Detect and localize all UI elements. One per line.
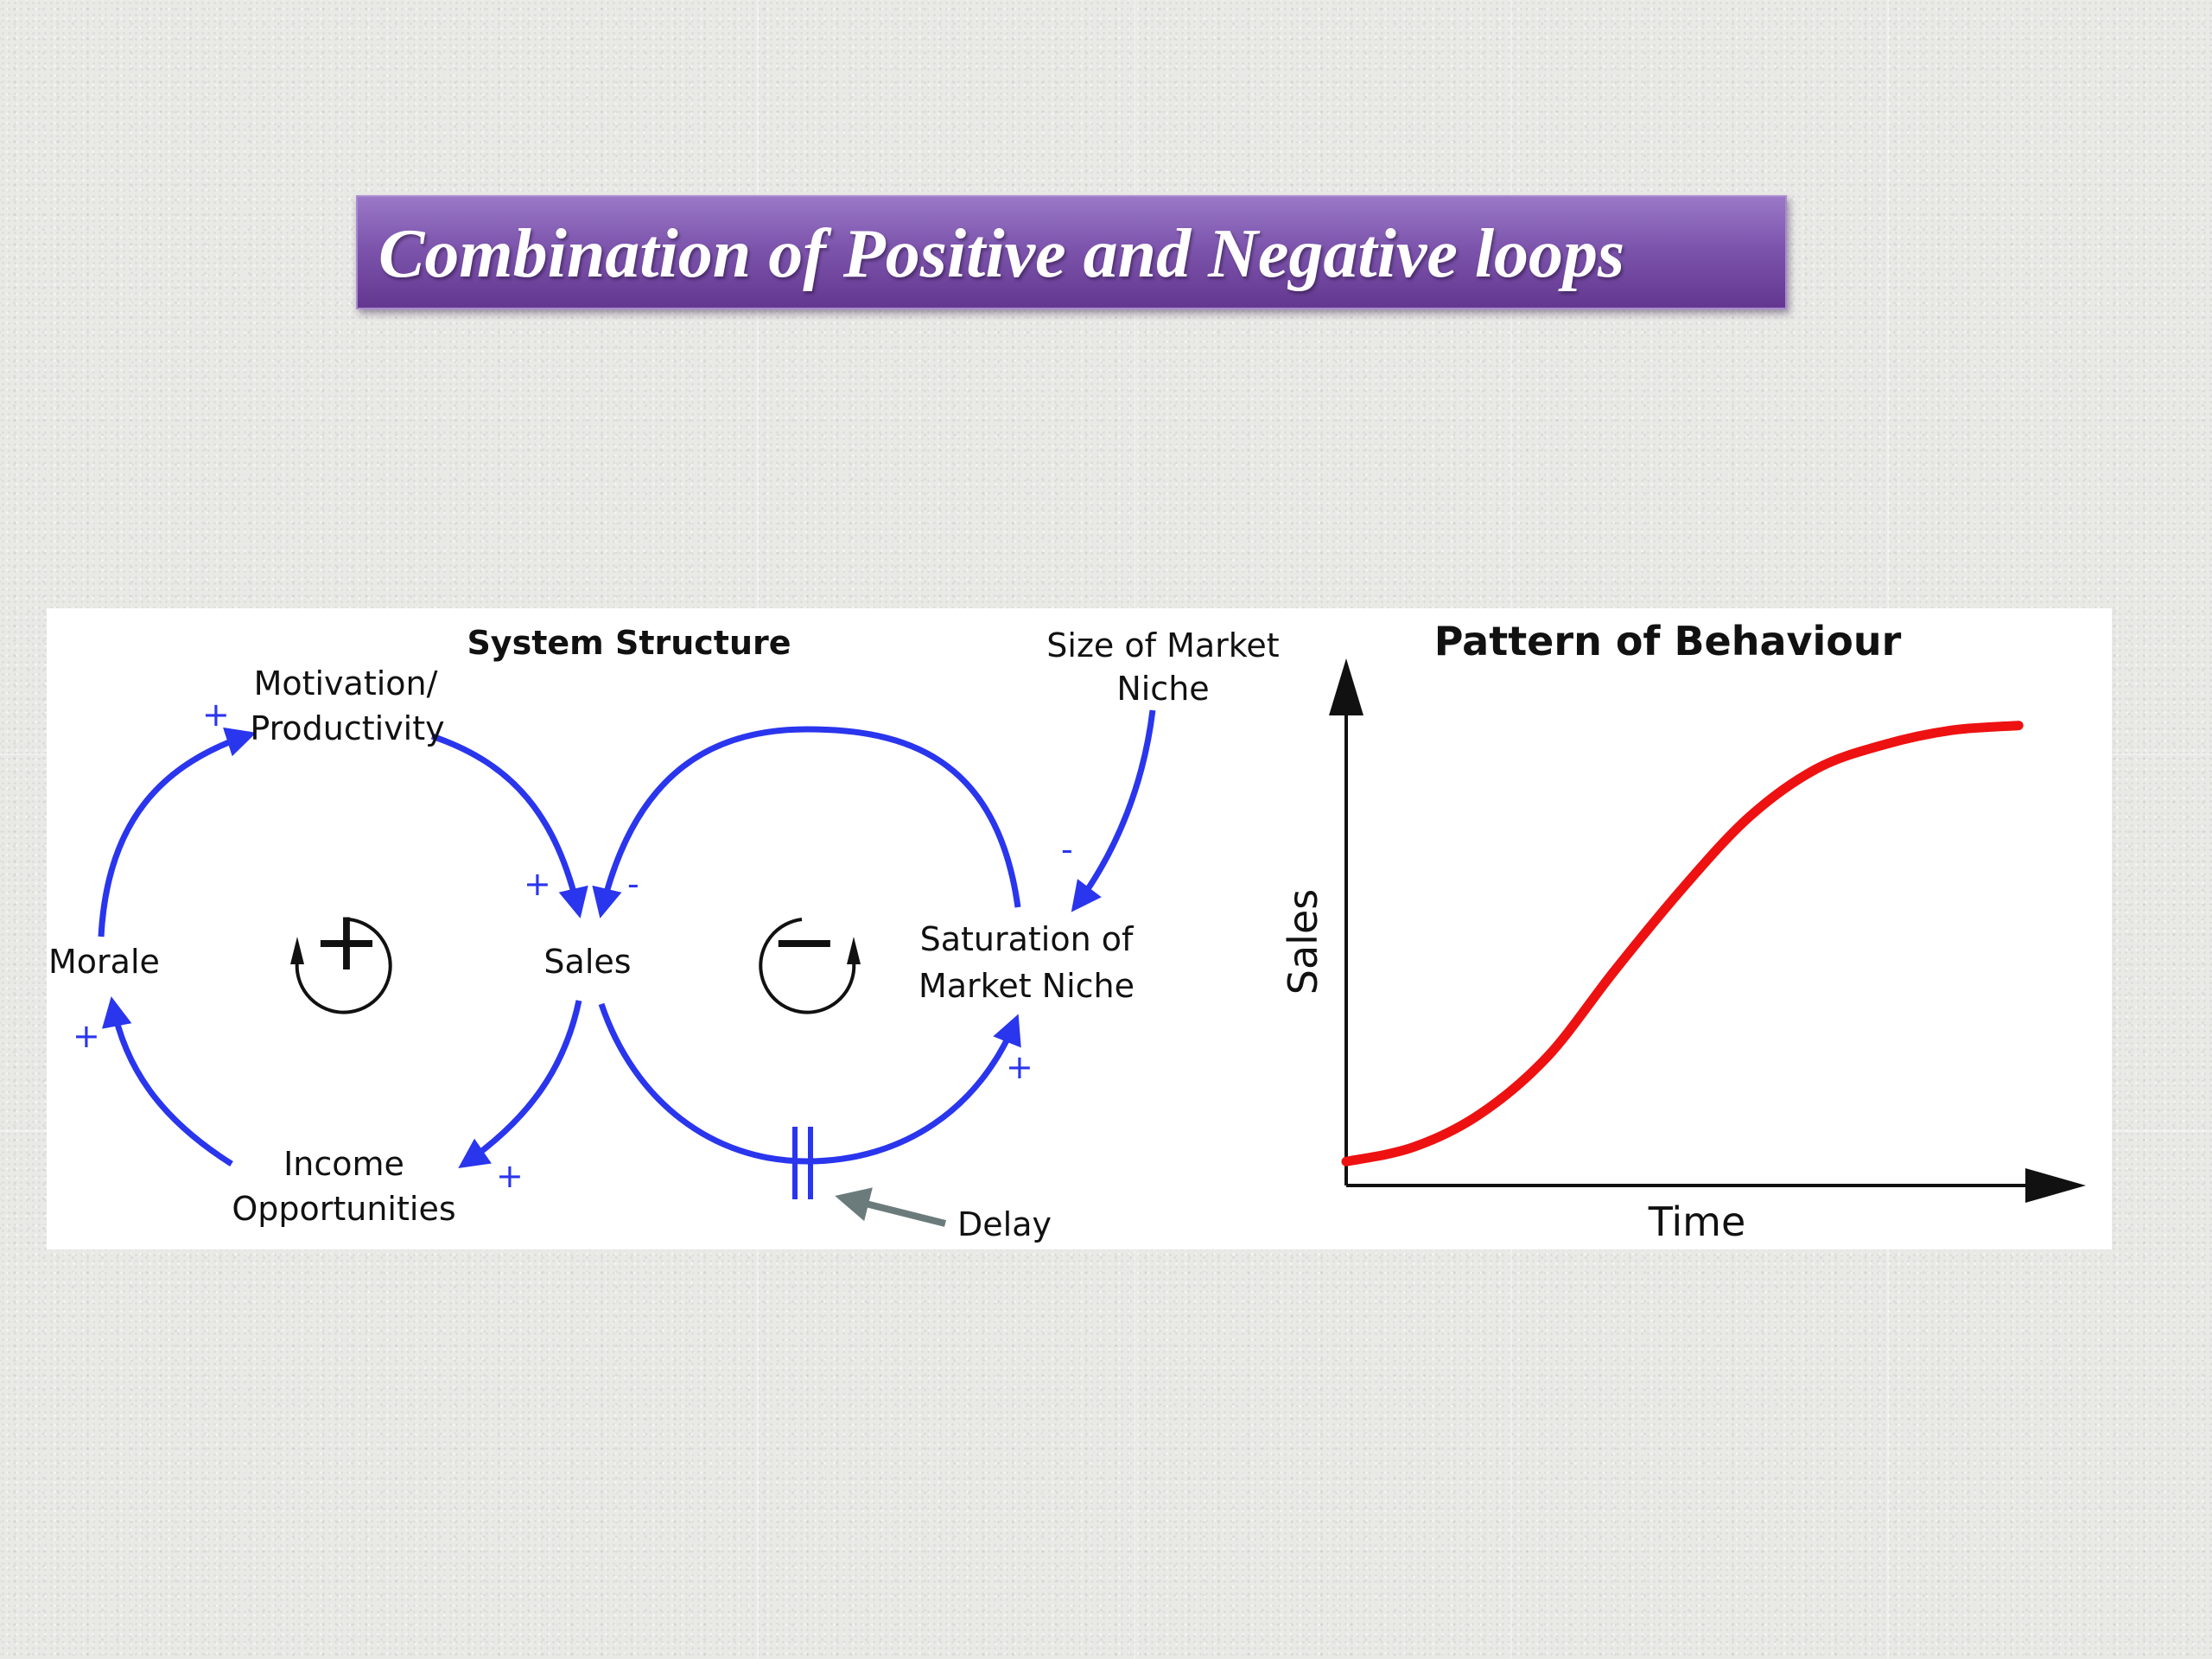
link-size-to-saturation <box>1071 709 1156 912</box>
slide-title: Combination of Positive and Negative loo… <box>378 216 1625 292</box>
node-saturation-line1: Saturation of <box>920 920 1135 958</box>
node-delay: Delay <box>957 1205 1052 1243</box>
chart-series-group <box>1341 721 2024 1166</box>
chart-title: Pattern of Behaviour <box>1434 618 1902 664</box>
polarity-sales-to-saturation: + <box>1006 1048 1033 1086</box>
node-sales: Sales <box>543 943 631 981</box>
link-saturation-to-sales <box>592 726 1021 918</box>
node-size-line2: Niche <box>1116 670 1209 708</box>
link-sales-to-saturation <box>598 1002 1021 1165</box>
reinforcing-loop-sign: + <box>312 893 381 989</box>
balancing-loop-sign: − <box>770 893 839 989</box>
balancing-loop-icon: − <box>759 893 861 1014</box>
sales-curve-line <box>1341 721 2024 1166</box>
polarity-sales-to-income: + <box>496 1157 524 1195</box>
chart-y-label: Sales <box>1280 889 1326 995</box>
node-income-line1: Income <box>283 1145 404 1183</box>
delay-mark <box>792 1127 813 1199</box>
link-morale-to-motivation <box>98 727 257 938</box>
system-structure-diagram: System Structure + − <box>48 624 1280 1243</box>
node-income-line2: Opportunities <box>232 1190 455 1228</box>
system-structure-heading: System Structure <box>467 624 791 662</box>
figure-svg: System Structure + − <box>48 618 2086 1245</box>
polarity-motivation-to-sales: + <box>524 865 551 903</box>
node-morale: Morale <box>48 943 160 981</box>
polarity-size-to-saturation: - <box>1061 830 1073 868</box>
polarity-income-to-morale: + <box>73 1017 100 1055</box>
reinforcing-loop-icon: + <box>290 893 392 1014</box>
title-banner: Combination of Positive and Negative loo… <box>356 195 1787 309</box>
node-saturation-line2: Market Niche <box>918 967 1135 1005</box>
link-sales-to-income <box>458 1000 582 1168</box>
link-motivation-to-sales <box>430 733 588 918</box>
delay-pointer-arrow <box>835 1187 946 1227</box>
node-size-line1: Size of Market <box>1046 626 1279 664</box>
node-motivation-line2: Productivity <box>250 709 444 747</box>
chart-x-label: Time <box>1648 1198 1746 1245</box>
behaviour-chart: Pattern of Behaviour Time Sales <box>1280 618 2086 1245</box>
polarity-saturation-to-sales: - <box>627 865 639 903</box>
polarity-morale-to-motivation: + <box>202 696 230 734</box>
x-axis-arrowhead <box>2025 1168 2086 1203</box>
figure-panel: System Structure + − <box>47 608 2112 1249</box>
y-axis-arrowhead <box>1329 658 1363 715</box>
node-motivation-line1: Motivation/ <box>254 664 438 702</box>
link-income-to-morale <box>102 996 233 1166</box>
